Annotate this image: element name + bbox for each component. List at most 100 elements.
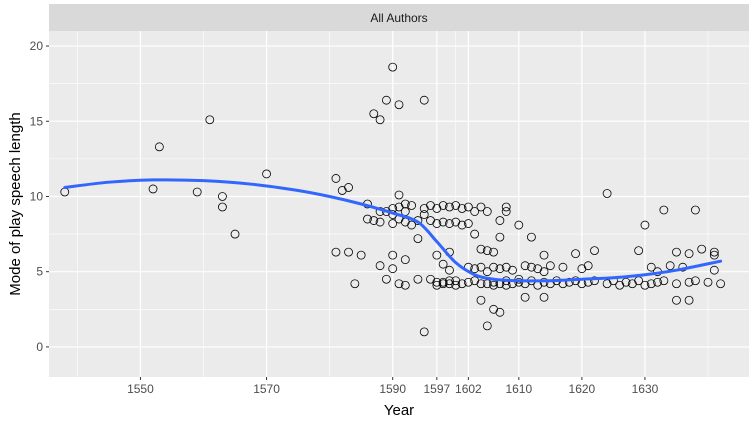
data-point xyxy=(571,249,580,259)
data-point xyxy=(344,247,353,257)
data-point xyxy=(709,247,719,257)
data-point xyxy=(344,183,353,192)
data-point xyxy=(583,261,593,271)
data-point xyxy=(646,279,656,289)
data-point xyxy=(394,100,404,110)
data-point xyxy=(690,276,700,286)
data-point xyxy=(495,307,505,317)
facet-strip-label: All Authors xyxy=(370,11,427,25)
data-point xyxy=(438,259,448,269)
data-point xyxy=(482,321,492,331)
data-point xyxy=(482,267,492,277)
data-point xyxy=(432,280,442,290)
x-axis-ticks: 1550 1570 1590 1597 1602 1610 1620 1630 xyxy=(127,377,659,396)
data-point xyxy=(457,204,467,213)
data-point xyxy=(539,267,549,277)
data-point xyxy=(388,264,398,274)
data-point xyxy=(445,279,454,289)
facet-strip xyxy=(49,4,749,31)
data-point xyxy=(514,220,524,230)
data-point xyxy=(426,201,435,210)
data-point xyxy=(709,250,719,260)
data-point xyxy=(356,250,366,260)
data-point xyxy=(709,265,719,275)
data-point xyxy=(419,210,429,219)
data-point xyxy=(602,279,612,289)
data-point xyxy=(470,264,480,274)
data-point xyxy=(501,262,511,272)
data-point xyxy=(615,280,625,290)
data-point xyxy=(192,187,202,197)
data-point xyxy=(369,109,379,119)
data-point xyxy=(476,202,486,212)
data-point xyxy=(672,295,681,305)
data-point xyxy=(690,205,700,215)
x-tick-label: 1620 xyxy=(569,382,596,396)
data-point xyxy=(602,189,612,198)
data-point xyxy=(445,265,454,275)
data-point xyxy=(394,190,404,200)
data-point xyxy=(489,247,498,257)
x-tick-label: 1610 xyxy=(505,382,532,396)
data-point xyxy=(407,201,417,210)
data-point xyxy=(337,186,347,195)
data-point xyxy=(476,262,486,272)
y-tick-label: 20 xyxy=(30,39,44,53)
data-point xyxy=(495,264,505,274)
data-point xyxy=(684,295,694,305)
data-point xyxy=(426,274,435,284)
data-point xyxy=(533,264,543,274)
data-point xyxy=(451,280,461,290)
data-point xyxy=(331,174,341,183)
data-point xyxy=(672,279,681,289)
y-tick-label: 10 xyxy=(30,189,44,203)
smooth-trend-line xyxy=(63,178,723,283)
y-axis-ticks: 0 5 10 15 20 xyxy=(30,39,49,354)
data-point xyxy=(463,277,473,287)
data-point xyxy=(527,232,536,242)
data-point xyxy=(684,277,694,287)
data-point xyxy=(381,95,391,105)
data-point xyxy=(445,202,454,212)
data-point xyxy=(463,202,473,212)
data-point xyxy=(539,250,549,260)
data-point xyxy=(489,304,498,314)
x-tick-label: 1570 xyxy=(253,382,280,396)
y-tick-label: 5 xyxy=(36,265,43,279)
data-point xyxy=(394,279,404,289)
data-point xyxy=(375,115,385,125)
x-tick-label: 1550 xyxy=(127,382,154,396)
data-point xyxy=(445,219,454,228)
data-points xyxy=(60,62,726,337)
data-point xyxy=(716,279,726,289)
data-point xyxy=(451,276,461,286)
x-tick-label: 1630 xyxy=(632,382,659,396)
data-point xyxy=(634,246,644,256)
data-point xyxy=(419,204,429,213)
data-point xyxy=(590,246,599,256)
data-point xyxy=(419,95,429,105)
data-point xyxy=(463,219,473,228)
data-point xyxy=(558,262,568,272)
data-point xyxy=(388,250,398,260)
data-point xyxy=(432,204,442,213)
data-point xyxy=(665,261,675,271)
data-point xyxy=(476,244,486,254)
data-point xyxy=(590,276,599,286)
data-point xyxy=(640,220,650,230)
data-point xyxy=(407,220,417,230)
x-axis-title: Year xyxy=(384,402,414,419)
data-point xyxy=(381,274,391,284)
data-point xyxy=(394,202,404,212)
data-point xyxy=(432,219,442,228)
data-point xyxy=(489,262,498,272)
data-point xyxy=(539,292,549,302)
data-point xyxy=(527,262,536,272)
data-point xyxy=(476,279,486,289)
data-point xyxy=(577,264,587,274)
data-point xyxy=(438,201,448,210)
data-point xyxy=(489,280,498,290)
data-point xyxy=(672,247,681,257)
data-point xyxy=(684,249,694,259)
